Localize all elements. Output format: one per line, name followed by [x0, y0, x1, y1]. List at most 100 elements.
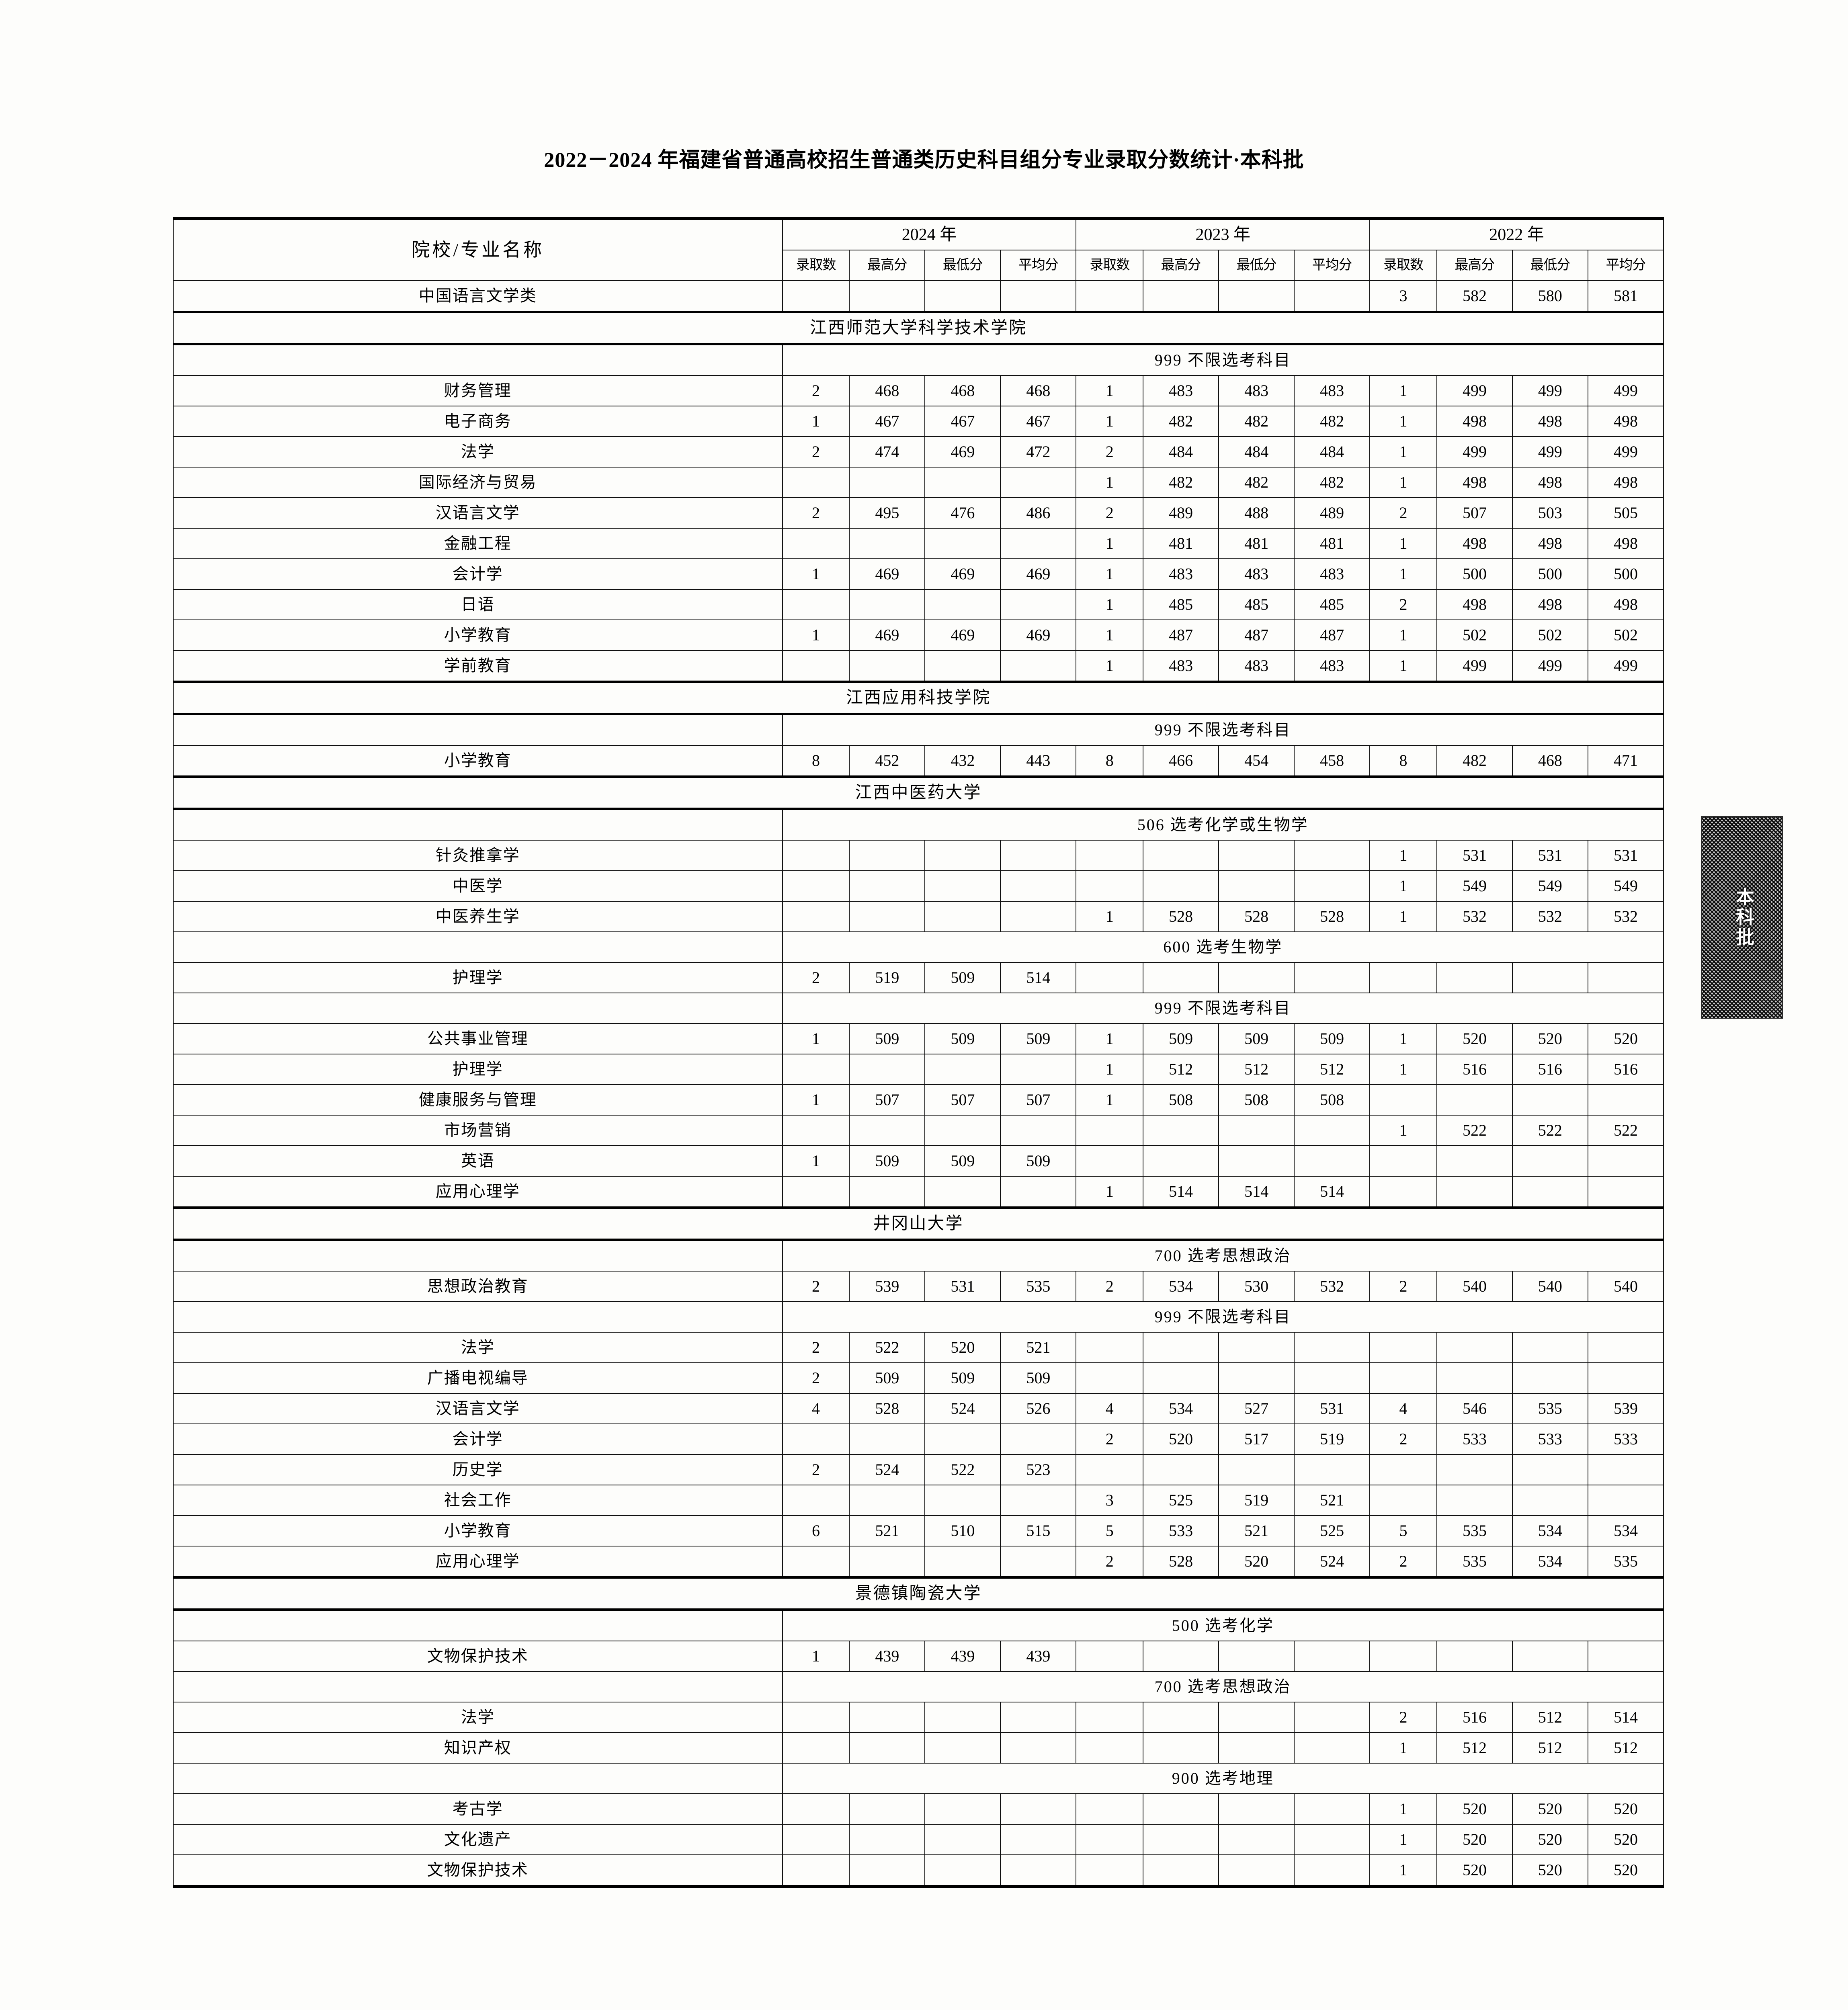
- score-cell: 521: [849, 1515, 926, 1546]
- score-cell: [1143, 1332, 1219, 1363]
- score-cell: 534: [1143, 1393, 1219, 1424]
- score-cell: 514: [1000, 962, 1077, 993]
- score-cell: 534: [1512, 1546, 1588, 1578]
- score-cell: [1436, 1485, 1513, 1516]
- score-cell: [924, 840, 1001, 871]
- subject-row-spacer: [173, 1671, 783, 1702]
- subject-requirement-row: 900 选考地理: [173, 1763, 1664, 1794]
- score-cell: 524: [924, 1393, 1001, 1424]
- score-cell: 2: [1369, 1702, 1437, 1733]
- score-cell: 487: [1143, 619, 1219, 651]
- score-cell: 2: [782, 1271, 850, 1302]
- major-name: 法学: [173, 1332, 783, 1363]
- score-cell: [1294, 280, 1371, 312]
- score-cell: 512: [1512, 1732, 1588, 1764]
- column-header-2023-max: 最高分: [1143, 250, 1219, 281]
- subject-row-spacer: [173, 808, 783, 841]
- score-cell: [782, 1115, 850, 1146]
- score-cell: 498: [1587, 528, 1664, 559]
- score-cell: [924, 1176, 1001, 1208]
- score-cell: [1076, 1793, 1144, 1825]
- score-cell: [1000, 280, 1077, 312]
- table-row: 社会工作 3 525 519 521: [173, 1485, 1664, 1516]
- score-cell: 581: [1587, 280, 1664, 312]
- score-cell: 535: [1000, 1271, 1077, 1302]
- table-row: 健康服务与管理 1 507 507 507 1 508 508 508: [173, 1084, 1664, 1116]
- score-cell: 482: [1436, 745, 1513, 777]
- score-cell: 505: [1587, 497, 1664, 529]
- score-cell: [1000, 1732, 1077, 1764]
- score-cell: 469: [924, 436, 1001, 468]
- score-cell: [924, 650, 1001, 682]
- score-cell: [849, 1176, 926, 1208]
- score-cell: [849, 1793, 926, 1825]
- score-cell: [1218, 1115, 1295, 1146]
- score-cell: [849, 1054, 926, 1085]
- score-cell: 466: [1143, 745, 1219, 777]
- score-cell: 1: [1076, 1084, 1144, 1116]
- score-cell: 515: [1000, 1515, 1077, 1546]
- score-cell: 535: [1436, 1515, 1513, 1546]
- score-cell: 1: [782, 558, 850, 590]
- score-cell: 482: [1143, 406, 1219, 437]
- score-cell: 524: [1294, 1546, 1371, 1578]
- score-cell: 549: [1512, 870, 1588, 902]
- score-cell: 521: [1218, 1515, 1295, 1546]
- score-cell: 540: [1587, 1271, 1664, 1302]
- table-row: 金融工程 1 481 481 481 1 498 498 498: [173, 528, 1664, 559]
- major-name: 应用心理学: [173, 1176, 783, 1208]
- score-cell: 2: [1369, 497, 1437, 529]
- score-cell: [849, 1485, 926, 1516]
- score-cell: 531: [1512, 840, 1588, 871]
- score-cell: [1076, 280, 1144, 312]
- score-cell: 1: [1369, 1793, 1437, 1825]
- table-row: 小学教育 8 452 432 443 8 466 454 458 8 482 468 471: [173, 745, 1664, 777]
- score-cell: [1436, 1362, 1513, 1394]
- score-cell: [1512, 1145, 1588, 1177]
- score-cell: [849, 840, 926, 871]
- score-cell: 1: [1369, 1824, 1437, 1855]
- score-cell: 469: [924, 619, 1001, 651]
- table-row: 汉语言文学 2 495 476 486 2 489 488 489 2 507 503 505: [173, 497, 1664, 529]
- table-row: 国际经济与贸易 1 482 482 482 1 498 498 498: [173, 467, 1664, 498]
- score-cell: 512: [1512, 1702, 1588, 1733]
- subject-requirement-row: 500 选考化学: [173, 1609, 1664, 1641]
- table-body: 中国语言文学类 3 582 580 581 江西师范大学科学技术学院 999 不限选考科目财…: [173, 280, 1664, 1888]
- score-cell: 1: [1076, 406, 1144, 437]
- score-cell: 517: [1218, 1423, 1295, 1455]
- score-cell: [1143, 1115, 1219, 1146]
- score-cell: [1000, 650, 1077, 682]
- score-cell: 1: [782, 1145, 850, 1177]
- score-cell: 2: [782, 1332, 850, 1363]
- score-cell: [1587, 1641, 1664, 1672]
- score-cell: [849, 280, 926, 312]
- major-name: 市场营销: [173, 1115, 783, 1146]
- score-cell: 508: [1218, 1084, 1295, 1116]
- score-cell: 509: [924, 1023, 1001, 1054]
- table-row: 公共事业管理 1 509 509 509 1 509 509 509 1 520 520 520: [173, 1023, 1664, 1054]
- score-cell: 2: [1076, 1271, 1144, 1302]
- score-cell: [1512, 1454, 1588, 1485]
- score-cell: 2: [1076, 436, 1144, 468]
- table-row: 市场营销 1 522 522 522: [173, 1115, 1664, 1146]
- score-cell: 482: [1218, 467, 1295, 498]
- major-name: 法学: [173, 1702, 783, 1733]
- score-cell: 540: [1512, 1271, 1588, 1302]
- score-cell: 540: [1436, 1271, 1513, 1302]
- score-cell: 474: [849, 436, 926, 468]
- score-cell: 528: [1218, 901, 1295, 932]
- score-cell: [1143, 1362, 1219, 1394]
- score-cell: 520: [1512, 1793, 1588, 1825]
- score-cell: [1143, 1793, 1219, 1825]
- score-cell: [924, 528, 1001, 559]
- score-cell: [849, 528, 926, 559]
- subject-requirement-row: 506 选考化学或生物学: [173, 808, 1664, 841]
- score-cell: [782, 1824, 850, 1855]
- major-name: 广播电视编导: [173, 1362, 783, 1394]
- score-cell: [1294, 1732, 1371, 1764]
- score-cell: [1294, 1454, 1371, 1485]
- score-cell: 539: [849, 1271, 926, 1302]
- score-cell: [782, 1854, 850, 1888]
- major-name: 会计学: [173, 1423, 783, 1455]
- major-name: 金融工程: [173, 528, 783, 559]
